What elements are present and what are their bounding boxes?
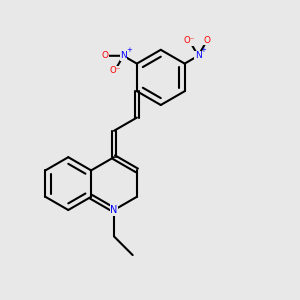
- Text: N: N: [120, 51, 127, 60]
- Text: O: O: [204, 36, 211, 45]
- Text: O⁻: O⁻: [109, 66, 120, 75]
- Text: O: O: [102, 51, 109, 60]
- Text: O⁻: O⁻: [184, 36, 195, 45]
- Text: +: +: [201, 47, 206, 53]
- Text: N: N: [195, 51, 202, 60]
- Text: N: N: [110, 205, 118, 215]
- Text: +: +: [126, 47, 132, 53]
